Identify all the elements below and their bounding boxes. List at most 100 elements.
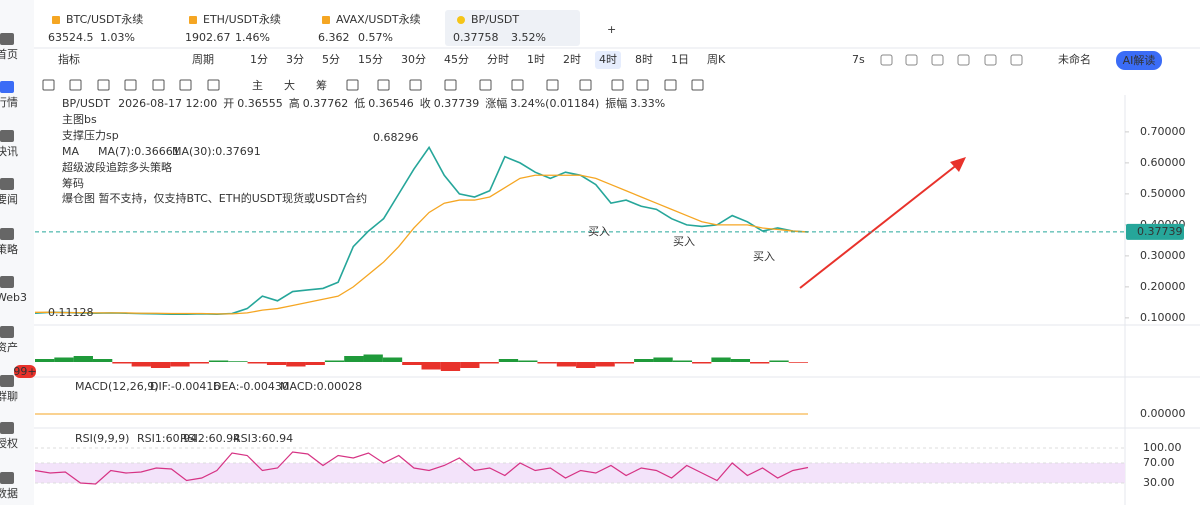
- draw-tool[interactable]: [691, 79, 704, 91]
- toolbar-icon[interactable]: [984, 54, 997, 66]
- draw-tool[interactable]: [124, 79, 137, 91]
- add-tab[interactable]: +: [607, 23, 616, 36]
- sidebar-item[interactable]: 群聊: [0, 389, 18, 403]
- interval[interactable]: 1分: [250, 53, 268, 66]
- draw-tool[interactable]: [179, 79, 192, 91]
- draw-tool[interactable]: [479, 79, 492, 91]
- interval[interactable]: 分时: [487, 53, 509, 66]
- sidebar-item[interactable]: 快讯: [0, 145, 18, 158]
- draw-tool[interactable]: [444, 79, 457, 91]
- interval[interactable]: 2时: [563, 53, 581, 66]
- high-label: 0.68296: [373, 131, 419, 144]
- info-label: 振幅: [605, 96, 627, 110]
- tool[interactable]: 大: [284, 78, 295, 92]
- legend-item: 筹码: [62, 176, 84, 190]
- sidebar-icon: [0, 326, 14, 338]
- interval[interactable]: 5分: [322, 53, 340, 66]
- sidebar-item[interactable]: 数据: [0, 486, 18, 500]
- tab-name[interactable]: ETH/USDT永续: [203, 12, 281, 26]
- tab-name[interactable]: BTC/USDT永续: [66, 12, 143, 26]
- draw-tool[interactable]: [152, 79, 165, 91]
- histogram-bar: [672, 360, 693, 362]
- tab-name[interactable]: BP/USDT: [471, 13, 519, 26]
- draw-tool[interactable]: [69, 79, 82, 91]
- last-price-label: 0.37739: [1137, 225, 1183, 238]
- draw-tool[interactable]: [636, 79, 649, 91]
- rsi-band: [35, 463, 1125, 483]
- toolbar-item[interactable]: 指标: [58, 52, 80, 66]
- info-value: 0.37762: [303, 97, 349, 110]
- toolbar-icon[interactable]: [880, 54, 893, 66]
- sidebar-item[interactable]: 要闻: [0, 192, 18, 206]
- draw-tool[interactable]: [511, 79, 524, 91]
- tab-icon: [189, 16, 197, 24]
- draw-tool[interactable]: [346, 79, 359, 91]
- legend-item: 爆仓图 暂不支持，仅支持BTC、ETH的USDT现货或USDT合约: [62, 191, 367, 205]
- draw-tool[interactable]: [409, 79, 422, 91]
- histogram-bar: [653, 357, 673, 362]
- sidebar-icon: [0, 228, 14, 240]
- sidebar-icon: [0, 33, 14, 45]
- draw-tool[interactable]: [97, 79, 110, 91]
- interval[interactable]: 8时: [635, 53, 653, 66]
- sidebar-item[interactable]: 首页: [0, 47, 18, 61]
- y-tick-label: 0.10000: [1140, 311, 1186, 324]
- sidebar-item[interactable]: 授权: [0, 436, 18, 450]
- draw-tool[interactable]: [377, 79, 390, 91]
- info-value: 0.37739: [434, 97, 480, 110]
- tab-price: 63524.5: [48, 31, 94, 44]
- draw-tool[interactable]: [42, 79, 55, 91]
- interval[interactable]: 周K: [707, 53, 726, 66]
- draw-tool[interactable]: [546, 79, 559, 91]
- info-label: 收: [420, 96, 431, 110]
- histogram-bar: [344, 356, 364, 362]
- buy-label: 买入: [753, 250, 775, 263]
- draw-tool[interactable]: [664, 79, 677, 91]
- toolbar-icon[interactable]: [931, 54, 944, 66]
- interval[interactable]: 4时: [599, 53, 617, 66]
- tab-name[interactable]: AVAX/USDT永续: [336, 12, 421, 26]
- sidebar-item[interactable]: 行情: [0, 96, 18, 109]
- histogram-bar: [92, 359, 113, 362]
- sidebar-item[interactable]: Web3: [0, 291, 27, 304]
- interval[interactable]: 15分: [358, 53, 383, 66]
- toolbar-item[interactable]: 周期: [192, 53, 214, 66]
- draw-tool[interactable]: [579, 79, 592, 91]
- interval[interactable]: 1时: [527, 53, 545, 66]
- toolbar-icon[interactable]: [957, 54, 970, 66]
- y-tick-label: 0.50000: [1140, 187, 1186, 200]
- histogram-bar: [595, 362, 615, 367]
- refresh[interactable]: 7s: [852, 53, 865, 66]
- histogram-bar: [440, 362, 461, 371]
- draw-tool[interactable]: [207, 79, 220, 91]
- tool[interactable]: 主: [252, 79, 263, 92]
- sidebar-icon: [0, 130, 14, 142]
- histogram-bar: [150, 362, 171, 368]
- interval[interactable]: 3分: [286, 53, 304, 66]
- ai-button[interactable]: AI解读: [1123, 53, 1156, 67]
- ai-button-bg[interactable]: [1116, 51, 1162, 70]
- info-label: 高: [289, 96, 300, 110]
- interval[interactable]: 30分: [401, 53, 426, 66]
- rsi-line: [34, 451, 809, 485]
- layout-name[interactable]: 未命名: [1058, 52, 1091, 66]
- buy-label: 买入: [588, 225, 610, 238]
- interval[interactable]: 45分: [444, 53, 469, 66]
- histogram-bar: [750, 362, 770, 364]
- tab-change: 0.57%: [358, 31, 393, 44]
- sidebar-item[interactable]: 策略: [0, 242, 18, 256]
- sidebar-item[interactable]: 资产: [0, 340, 18, 354]
- histogram-bar: [170, 362, 190, 367]
- y-tick-label: 0.00000: [1140, 407, 1186, 420]
- y-tick-label: 0.20000: [1140, 280, 1186, 293]
- toolbar-icon[interactable]: [905, 54, 918, 66]
- rsi3: RSI3:60.94: [233, 432, 293, 445]
- histogram-bar: [208, 360, 229, 362]
- draw-tool[interactable]: [611, 79, 624, 91]
- toolbar-icon[interactable]: [1010, 54, 1023, 66]
- interval[interactable]: 1日: [671, 53, 689, 66]
- tool[interactable]: 筹: [316, 78, 327, 92]
- tab-change: 1.46%: [235, 31, 270, 44]
